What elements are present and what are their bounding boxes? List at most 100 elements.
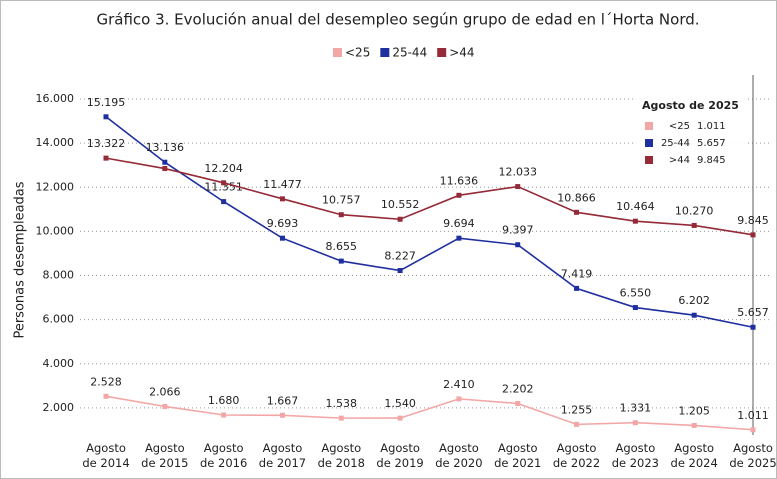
data-label: 10.866 xyxy=(557,191,596,204)
data-label: 2.528 xyxy=(90,375,122,388)
data-label: 11.351 xyxy=(204,181,243,194)
point-marker xyxy=(103,114,109,120)
data-label: 13.136 xyxy=(146,141,185,154)
point-marker xyxy=(515,400,521,406)
point-marker xyxy=(574,421,580,427)
data-label: 1.538 xyxy=(326,397,358,410)
point-marker xyxy=(750,324,756,330)
series-line xyxy=(105,116,754,329)
data-label: 2.066 xyxy=(149,385,181,398)
data-label: 10.757 xyxy=(322,194,361,207)
point-marker xyxy=(221,180,227,186)
data-label: 12.033 xyxy=(498,166,537,179)
series-line xyxy=(105,157,754,236)
y-tick-label: 10.000 xyxy=(36,224,75,237)
tooltip-swatch xyxy=(645,156,653,164)
point-marker xyxy=(338,212,344,218)
legend-label: >44 xyxy=(449,46,474,60)
data-label: 1.667 xyxy=(267,394,299,407)
data-label: 6.202 xyxy=(678,294,710,307)
point-marker xyxy=(691,422,697,428)
x-tick-label: Agosto de 2023 xyxy=(611,441,660,470)
point-marker xyxy=(632,218,638,224)
point-marker xyxy=(338,415,344,421)
data-label: 11.636 xyxy=(440,174,479,187)
tooltip-value: 5.657 xyxy=(697,138,726,149)
tooltip-name: >44 xyxy=(669,155,690,166)
legend-label: <25 xyxy=(345,46,370,60)
legend-label: 25-44 xyxy=(392,46,427,60)
y-tick-label: 8.000 xyxy=(43,269,75,282)
point-marker xyxy=(750,427,756,433)
x-tick-label: Agosto de 2014 xyxy=(82,441,130,470)
point-marker xyxy=(221,412,227,418)
data-label: 1.331 xyxy=(620,402,652,415)
data-label: 2.410 xyxy=(443,378,475,391)
data-label: 13.322 xyxy=(87,137,126,150)
x-tick-label: Agosto de 2025 xyxy=(729,441,777,470)
y-axis-label: Personas desempleadas xyxy=(13,181,28,338)
point-marker xyxy=(103,155,109,161)
x-tick-label: Agosto de 2018 xyxy=(317,441,365,470)
point-marker xyxy=(515,242,521,248)
series-line xyxy=(105,395,754,431)
point-marker xyxy=(632,420,638,426)
data-label: 2.202 xyxy=(502,382,534,395)
tooltip-box xyxy=(636,95,748,171)
point-marker xyxy=(221,199,227,205)
point-marker xyxy=(632,305,638,311)
point-marker xyxy=(574,209,580,215)
tooltip-name: <25 xyxy=(669,121,690,132)
tooltip-swatch xyxy=(645,139,653,147)
legend-swatch xyxy=(437,48,447,57)
y-tick-label: 16.000 xyxy=(36,92,75,105)
data-label: 1.011 xyxy=(737,409,769,422)
data-label: 10.464 xyxy=(616,200,655,213)
x-tick-label: Agosto de 2019 xyxy=(376,441,424,470)
data-label: 9.694 xyxy=(443,217,475,230)
x-tick-label: Agosto de 2016 xyxy=(199,441,248,470)
y-tick-label: 2.000 xyxy=(43,401,75,414)
y-tick-label: 6.000 xyxy=(43,313,75,326)
point-marker xyxy=(397,268,403,274)
point-marker xyxy=(162,166,168,172)
x-tick-label: Agosto de 2021 xyxy=(494,441,542,470)
point-marker xyxy=(456,192,462,198)
data-label: 9.693 xyxy=(267,217,299,230)
data-label: 1.205 xyxy=(678,404,710,417)
data-label: 10.270 xyxy=(675,204,714,217)
tooltip-name: 25-44 xyxy=(661,138,690,149)
data-label: 12.204 xyxy=(204,162,243,175)
y-tick-label: 12.000 xyxy=(36,180,75,193)
tooltip-value: 1.011 xyxy=(697,121,726,132)
legend-swatch xyxy=(380,48,390,57)
x-tick-label: Agosto de 2022 xyxy=(552,441,601,470)
point-marker xyxy=(750,232,756,238)
point-marker xyxy=(456,396,462,402)
point-marker xyxy=(162,159,168,165)
x-tick-label: Agosto de 2015 xyxy=(141,441,189,470)
point-marker xyxy=(456,235,462,241)
point-marker xyxy=(162,403,168,409)
x-tick-label: Agosto de 2024 xyxy=(670,441,718,470)
data-label: 11.477 xyxy=(263,178,302,191)
point-marker xyxy=(397,216,403,222)
point-marker xyxy=(279,235,285,241)
data-label: 10.552 xyxy=(381,198,420,211)
data-label: 15.195 xyxy=(87,96,126,109)
data-label: 5.657 xyxy=(737,306,769,319)
y-tick-label: 14.000 xyxy=(36,136,75,149)
point-marker xyxy=(279,412,285,418)
point-marker xyxy=(691,312,697,318)
data-label: 8.227 xyxy=(384,250,416,263)
point-marker xyxy=(574,285,580,291)
point-marker xyxy=(338,258,344,264)
data-label: 7.419 xyxy=(561,267,593,280)
legend-swatch xyxy=(333,48,342,57)
x-tick-label: Agosto de 2017 xyxy=(258,441,307,470)
tooltip-value: 9.845 xyxy=(697,155,726,166)
x-tick-label: Agosto de 2020 xyxy=(435,441,483,470)
data-label: 6.550 xyxy=(620,287,652,300)
